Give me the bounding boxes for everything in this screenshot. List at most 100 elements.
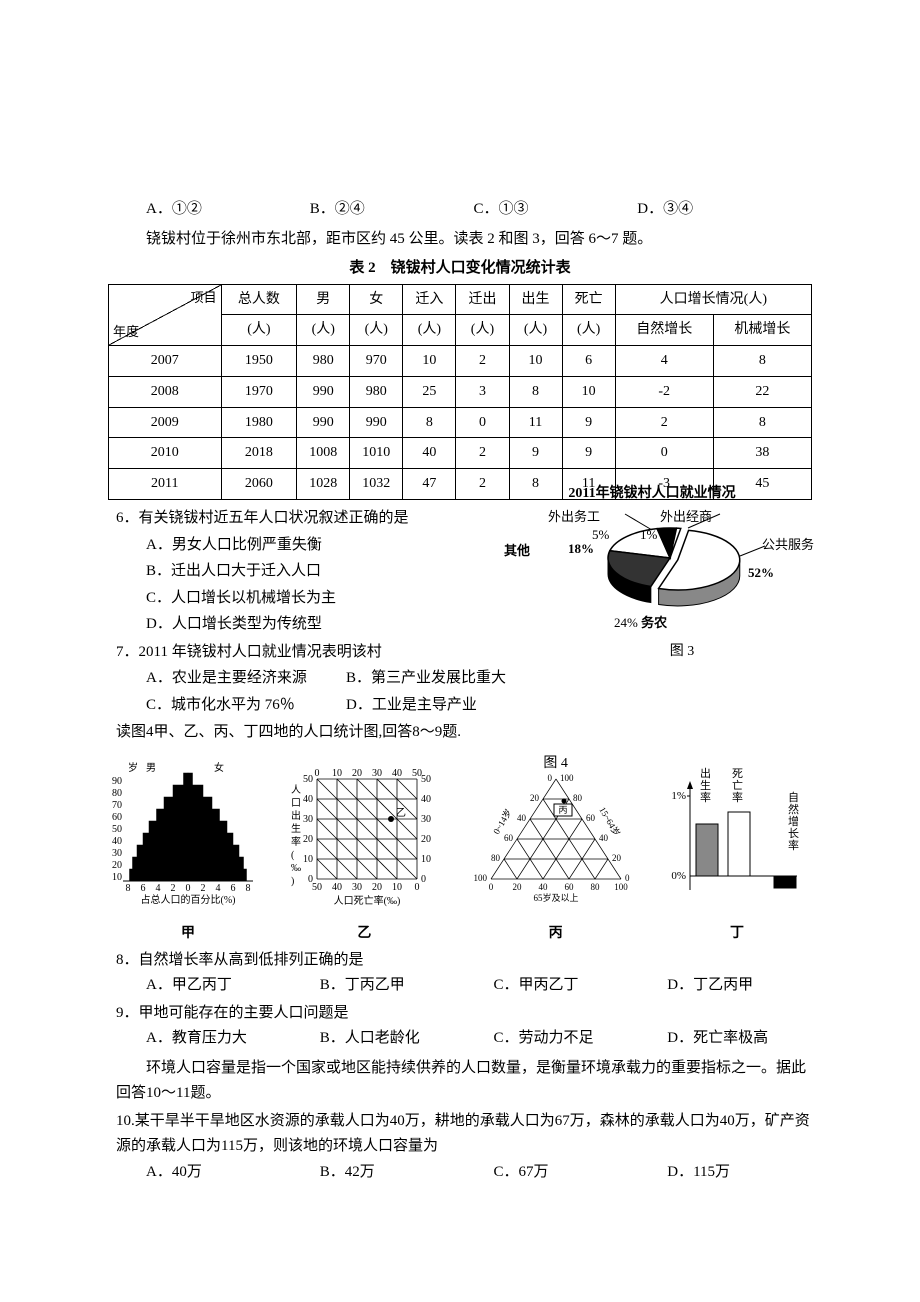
svg-text:8: 8: [246, 883, 251, 894]
svg-text:10: 10: [392, 882, 402, 893]
intro-1011: 环境人口容量是指一个国家或地区能持续供养的人口数量，是衡量环境承载力的重要指标之…: [108, 1056, 812, 1107]
svg-text:50: 50: [312, 882, 322, 893]
table-row: 20081970990980253810-222: [109, 376, 812, 407]
svg-text:80: 80: [590, 882, 600, 892]
svg-text:40: 40: [538, 882, 548, 892]
q10-a: A．40万: [146, 1160, 316, 1186]
svg-text:40: 40: [599, 833, 609, 843]
svg-text:10: 10: [332, 768, 342, 779]
chart-ding: 0%1%出生率死亡率自然增长率 丁: [662, 761, 812, 945]
svg-text:50: 50: [412, 768, 422, 779]
svg-text:50: 50: [112, 824, 122, 835]
q9-b: B．人口老龄化: [320, 1026, 490, 1052]
th-female: 女: [350, 284, 403, 315]
q9-c: C．劳动力不足: [494, 1026, 664, 1052]
svg-text:60: 60: [112, 812, 122, 823]
chart-yi: 0000101010102020202030303030404040405050…: [279, 761, 449, 945]
svg-text:20: 20: [612, 853, 622, 863]
q7-a: A．农业是主要经济来源: [146, 666, 346, 692]
svg-text:0: 0: [547, 773, 552, 783]
q7-c: C．城市化水平为 76％: [146, 693, 346, 719]
svg-text:30: 30: [372, 768, 382, 779]
q9-d: D．死亡率极高: [667, 1026, 768, 1052]
svg-text:死: 死: [732, 768, 743, 780]
q10-stem: 10.某干旱半干旱地区水资源的承载人口为40万，耕地的承载人口为67万，森林的承…: [108, 1109, 812, 1160]
svg-text:40: 40: [392, 768, 402, 779]
svg-text:占总人口的百分比(%): 占总人口的百分比(%): [141, 893, 236, 906]
q5-options: A．①② B．②④ C．①③ D．③④: [108, 197, 812, 223]
svg-text:丙: 丙: [558, 805, 567, 815]
svg-text:2: 2: [201, 883, 206, 894]
svg-text:30: 30: [421, 814, 431, 825]
q5-opt-c: C．①③: [474, 197, 634, 223]
th-out: 迁出: [456, 284, 509, 315]
pie-v-ggfw: 52%: [748, 562, 774, 584]
svg-text:率: 率: [700, 790, 711, 804]
svg-text:20: 20: [421, 834, 431, 845]
svg-text:60: 60: [564, 882, 574, 892]
svg-text:65岁及以上: 65岁及以上: [533, 892, 578, 903]
svg-text:出: 出: [291, 809, 301, 822]
svg-text:80: 80: [112, 788, 122, 799]
svg-text:乙: 乙: [396, 807, 406, 819]
svg-text:100: 100: [614, 882, 628, 892]
pie-chart: 2011年铙钹村人口就业情况 外出务工 外出经商 公共服务 24% 务农 其他 …: [492, 482, 812, 664]
svg-text:0~14岁: 0~14岁: [490, 807, 513, 836]
svg-text:自: 自: [788, 791, 799, 804]
svg-text:50: 50: [303, 774, 313, 785]
q8-d: D．丁乙丙甲: [667, 973, 753, 999]
svg-text:出: 出: [700, 766, 711, 780]
th-total: 总人数: [221, 284, 297, 315]
svg-text:20: 20: [372, 882, 382, 893]
pie-v-wcjs: 1%: [640, 524, 657, 546]
q8-b: B．丁丙乙甲: [320, 973, 490, 999]
table-row: 200919809909908011928: [109, 407, 812, 438]
svg-text:30: 30: [112, 848, 122, 859]
q7-d: D．工业是主导产业: [346, 693, 477, 719]
svg-text:6: 6: [231, 883, 236, 894]
q7-b: B．第三产业发展比重大: [346, 666, 506, 692]
q10-d: D．115万: [667, 1160, 730, 1186]
fig4-charts: 102030405060708090岁男女864202468占总人口的百分比(%…: [108, 752, 812, 946]
svg-text:‰: ‰: [291, 863, 301, 874]
svg-text:男: 男: [146, 762, 156, 774]
q9-stem: 9．甲地可能存在的主要人口问题是: [108, 1001, 812, 1027]
q10-b: B．42万: [320, 1160, 490, 1186]
svg-text:10: 10: [112, 872, 122, 883]
svg-text:率: 率: [732, 790, 743, 804]
q8-a: A．甲乙丙丁: [146, 973, 316, 999]
svg-text:口: 口: [291, 798, 301, 809]
svg-text:20: 20: [352, 768, 362, 779]
svg-text:10: 10: [303, 854, 313, 865]
q5-opt-b: B．②④: [310, 197, 470, 223]
svg-text:生: 生: [291, 822, 301, 835]
th-growth: 人口增长情况(人): [615, 284, 811, 315]
chart-bing: 图 4 000202020404040606060808080100100100…: [461, 752, 651, 946]
q9-a: A．教育压力大: [146, 1026, 316, 1052]
pie-title: 2011年铙钹村人口就业情况: [492, 482, 812, 506]
svg-text:人口死亡率(‰): 人口死亡率(‰): [334, 894, 401, 907]
th-birth: 出生: [509, 284, 562, 315]
svg-text:4: 4: [216, 883, 221, 894]
svg-text:1%: 1%: [671, 790, 686, 802]
table-row: 201020181008101040299038: [109, 438, 812, 469]
fig3-caption: 图 3: [552, 640, 812, 664]
svg-text:80: 80: [573, 793, 583, 803]
svg-text:100: 100: [560, 773, 574, 783]
svg-text:20: 20: [512, 882, 522, 892]
svg-text:(: (: [291, 850, 295, 861]
svg-text:40: 40: [112, 836, 122, 847]
svg-text:6: 6: [141, 883, 146, 894]
svg-text:): ): [291, 876, 294, 887]
svg-text:40: 40: [303, 794, 313, 805]
svg-text:60: 60: [586, 813, 596, 823]
svg-text:100: 100: [473, 873, 487, 883]
q5-opt-d: D．③④: [637, 197, 797, 223]
svg-text:0: 0: [186, 883, 191, 894]
intro-89: 读图4甲、乙、丙、丁四地的人口统计图,回答8～9题.: [108, 720, 812, 746]
svg-text:长: 长: [788, 827, 799, 840]
table-diag-header: 项目 年度: [109, 284, 222, 346]
svg-text:增: 增: [788, 814, 799, 828]
svg-text:70: 70: [112, 800, 122, 811]
svg-text:40: 40: [332, 882, 342, 893]
